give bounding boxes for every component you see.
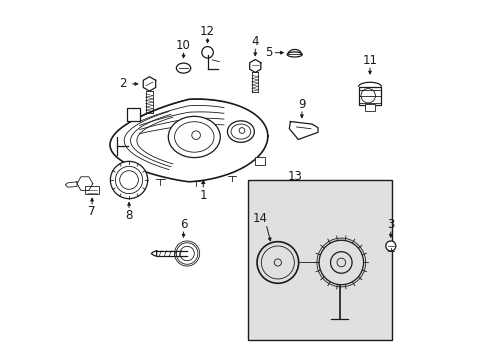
Bar [254,157,265,165]
Bar [126,108,140,121]
Ellipse shape [168,116,220,158]
Polygon shape [143,77,155,91]
Text: 6: 6 [180,218,187,231]
Polygon shape [249,59,260,72]
Text: 5: 5 [264,46,272,59]
Ellipse shape [176,63,190,73]
Circle shape [115,166,142,194]
Text: 12: 12 [200,25,215,38]
Text: 9: 9 [298,98,305,111]
Polygon shape [77,177,93,190]
Polygon shape [289,122,317,139]
Polygon shape [110,99,267,182]
Text: 10: 10 [176,39,191,52]
Text: 14: 14 [253,212,267,225]
Text: 8: 8 [125,209,132,222]
Ellipse shape [286,52,302,57]
Text: 2: 2 [119,77,126,90]
Text: 3: 3 [386,218,394,231]
Text: 13: 13 [286,170,302,183]
Circle shape [202,46,213,58]
Circle shape [110,161,147,199]
Text: 4: 4 [251,35,259,48]
Bar [247,180,391,339]
Polygon shape [156,251,187,256]
Text: 7: 7 [88,205,96,218]
Text: 1: 1 [199,189,206,202]
Ellipse shape [227,121,254,142]
Circle shape [120,171,138,189]
Bar [358,87,381,105]
Circle shape [385,241,395,251]
Polygon shape [65,182,77,187]
Bar [364,104,375,111]
Polygon shape [151,251,156,256]
Bar [85,186,99,194]
Text: 11: 11 [362,54,377,67]
